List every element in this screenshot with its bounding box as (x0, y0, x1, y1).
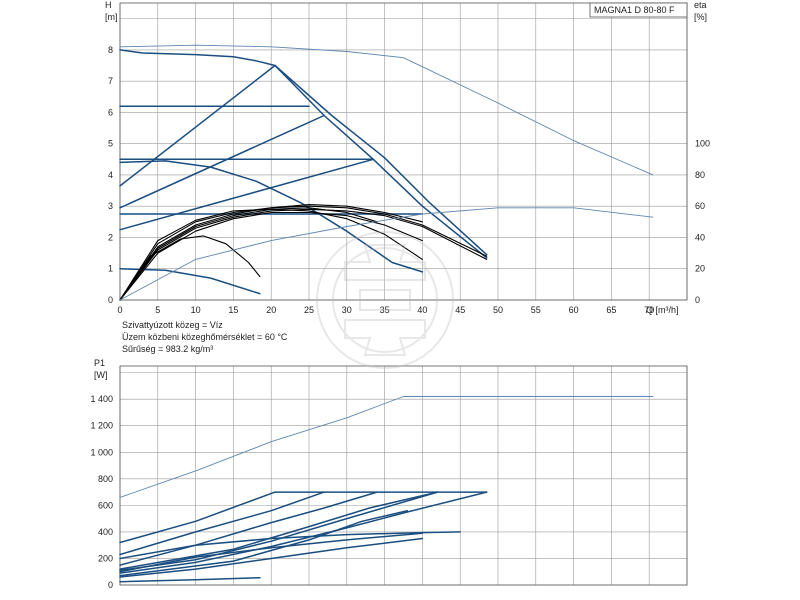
power-tick-label: 1 000 (90, 447, 113, 457)
power-series-4 (119, 491, 378, 566)
head-series-18 (119, 207, 378, 301)
head-series-7 (119, 64, 276, 187)
power-axis-label-line1: P1 (94, 358, 105, 368)
eta-axis-label-line2: [%] (694, 12, 707, 22)
x-tick-label: 15 (228, 305, 238, 315)
head-series-1 (119, 49, 276, 67)
head-series-17 (119, 235, 261, 301)
head-tick-label: 0 (108, 295, 113, 305)
head-series-10 (119, 160, 424, 273)
head-tick-label: 7 (108, 76, 113, 86)
head-series-15 (119, 211, 423, 301)
power-series-3 (119, 491, 325, 556)
head-series-12 (119, 208, 488, 301)
head-tick-label: 5 (108, 139, 113, 149)
model-title-box (589, 2, 688, 18)
power-tick-label: 800 (98, 474, 113, 484)
x-tick-label: 70 (644, 305, 654, 315)
head-tick-label: 3 (108, 201, 113, 211)
x-tick-label: 60 (569, 305, 579, 315)
power-tick-label: 200 (98, 553, 113, 563)
power-series-6 (119, 491, 439, 572)
watermark-logo (316, 231, 454, 369)
model-title: MAGNA1 D 80-80 F (594, 5, 675, 15)
power-series-10 (119, 531, 461, 560)
power-tick-label: 1 200 (90, 421, 113, 431)
x-tick-label: 0 (117, 305, 122, 315)
head-axis-label-line1: H (105, 0, 112, 10)
head-chart-grid (119, 2, 688, 301)
head-chart-series (119, 44, 654, 301)
x-tick-label: 55 (531, 305, 541, 315)
power-tick-label: 1 400 (90, 394, 113, 404)
eta-tick-label: 60 (695, 201, 705, 211)
head-series-0 (119, 44, 654, 176)
x-tick-label: 45 (455, 305, 465, 315)
note-temperature: Üzem közbeni közeghőmérséklet = 60 °C (122, 332, 288, 342)
power-plot-frame (119, 365, 688, 586)
axis-tick-labels: 0 5 10 15 20 25 30 35 40 45 50 55 60 65 70012345678020… (90, 45, 710, 590)
head-tick-label: 8 (108, 45, 113, 55)
head-tick-label: 6 (108, 107, 113, 117)
eta-tick-label: 40 (695, 232, 705, 242)
head-series-3 (274, 64, 488, 256)
head-tick-label: 1 (108, 264, 113, 274)
x-tick-label: 5 (155, 305, 160, 315)
power-tick-label: 400 (98, 527, 113, 537)
x-tick-label: 50 (493, 305, 503, 315)
eta-axis-label-line1: eta (694, 0, 707, 10)
x-tick-label: 35 (380, 305, 390, 315)
power-series-2 (119, 491, 276, 544)
flow-axis-label: Q [m³/h] (646, 305, 679, 315)
power-tick-label: 0 (108, 580, 113, 590)
head-series-8 (119, 114, 325, 209)
power-series-11 (119, 537, 424, 578)
power-tick-label: 600 (98, 500, 113, 510)
head-tick-label: 2 (108, 232, 113, 242)
power-series-5 (119, 491, 439, 570)
x-tick-label: 65 (606, 305, 616, 315)
eta-tick-label: 0 (695, 295, 700, 305)
note-density: Sűrűség = 983.2 kg/m³ (122, 344, 213, 354)
power-series-9 (119, 532, 424, 573)
x-tick-label: 40 (417, 305, 427, 315)
power-chart-grid (119, 365, 688, 586)
power-chart-series (119, 396, 654, 583)
head-series-13 (119, 205, 488, 301)
x-tick-label: 20 (266, 305, 276, 315)
eta-tick-label: 80 (695, 170, 705, 180)
x-tick-label: 25 (304, 305, 314, 315)
head-axis-label-line2: [m] (105, 12, 118, 22)
power-series-8 (119, 509, 409, 577)
head-series-14 (119, 204, 423, 301)
head-series-19 (119, 207, 654, 301)
power-axis-label-line2: [W] (94, 370, 108, 380)
power-series-12 (119, 576, 261, 583)
head-series-9 (119, 158, 375, 231)
power-series-0 (119, 396, 654, 498)
note-medium: Szivattyúzott közeg = Víz (122, 320, 223, 330)
eta-tick-label: 20 (695, 264, 705, 274)
x-tick-label: 10 (191, 305, 201, 315)
x-tick-label: 30 (342, 305, 352, 315)
head-tick-label: 4 (108, 170, 113, 180)
eta-tick-label: 100 (695, 139, 710, 149)
head-plot-frame (119, 2, 688, 301)
